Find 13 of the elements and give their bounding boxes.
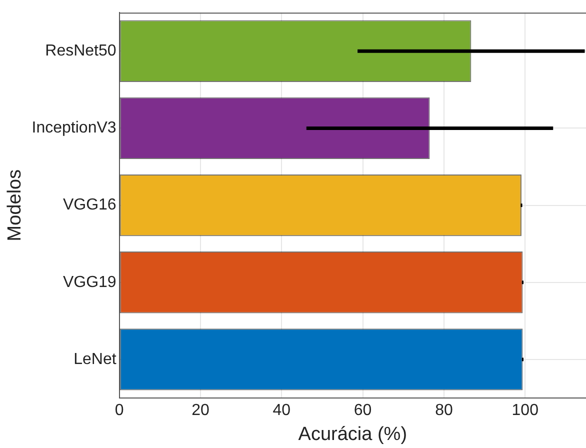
y-axis-title: Modelos <box>4 169 26 242</box>
y-tick-label: VGG19 <box>62 274 116 291</box>
x-tick-label: 40 <box>272 402 291 420</box>
y-tick-label: LeNet <box>74 350 117 368</box>
x-tick-label: 100 <box>512 402 539 420</box>
x-tick-label: 0 <box>114 402 124 420</box>
x-tick-label: 60 <box>354 402 372 420</box>
x-tick-label: 20 <box>192 402 210 420</box>
y-tick-label: InceptionV3 <box>32 120 116 137</box>
y-tick-label: ResNet50 <box>45 42 116 60</box>
y-tick-label: VGG16 <box>62 196 116 214</box>
x-axis-title: Acurácia (%) <box>298 424 408 445</box>
x-tick-label: 80 <box>435 402 453 420</box>
